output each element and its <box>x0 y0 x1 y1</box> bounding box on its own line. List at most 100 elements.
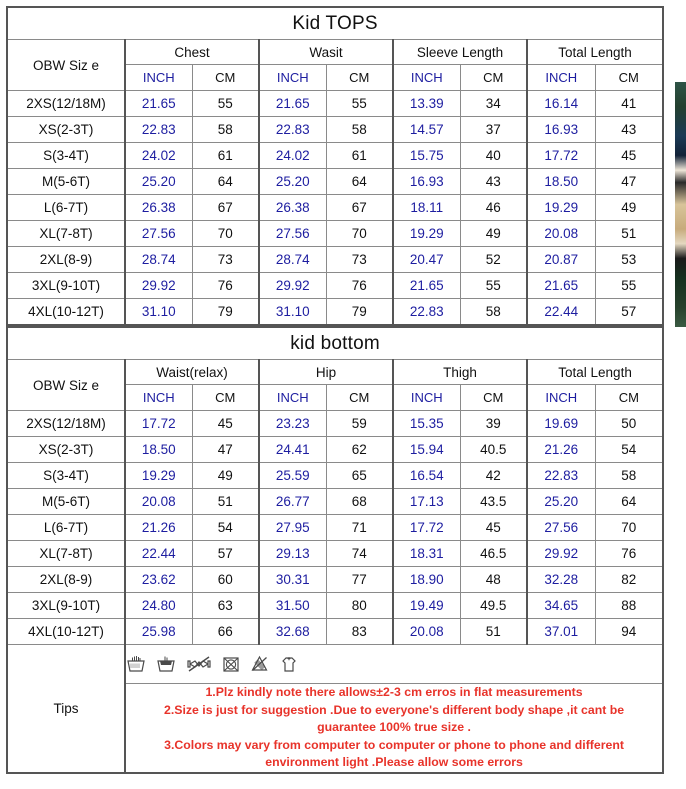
bottom-r3-hip-inch: 26.77 <box>258 488 327 515</box>
bottom-r0-total-cm: 50 <box>594 410 665 437</box>
table-row: XS(2-3T) 22.83 58 22.83 58 14.57 37 16.9… <box>6 116 665 143</box>
bottom-r6-waist-inch: 23.62 <box>124 566 193 593</box>
tops-r7-sleeve-inch: 21.65 <box>392 272 461 299</box>
tops-r3-waist-inch: 25.20 <box>258 168 327 195</box>
table-row: 4XL(10-12T) 25.98 66 32.68 83 20.08 51 3… <box>6 618 665 645</box>
bottom-group-waist-relax: Waist(relax) <box>124 359 260 385</box>
bottom-size-2: S(3-4T) <box>6 462 126 489</box>
tops-r2-sleeve-cm: 40 <box>459 142 528 169</box>
tops-r5-sleeve-cm: 49 <box>459 220 528 247</box>
bottom-r4-total-cm: 70 <box>594 514 665 541</box>
bottom-r1-total-inch: 21.26 <box>526 436 596 463</box>
bottom-r0-hip-inch: 23.23 <box>258 410 327 437</box>
bottom-r2-total-cm: 58 <box>594 462 665 489</box>
tops-r6-waist-inch: 28.74 <box>258 246 327 273</box>
tops-r4-sleeve-inch: 18.11 <box>392 194 461 221</box>
bottom-r8-total-inch: 37.01 <box>526 618 596 645</box>
tips-line-3: guarantee 100% true size . <box>317 720 471 734</box>
tops-r0-sleeve-inch: 13.39 <box>392 90 461 117</box>
bottom-r8-total-cm: 94 <box>594 618 665 645</box>
bottom-r7-thigh-cm: 49.5 <box>459 592 528 619</box>
bottom-size-5: XL(7-8T) <box>6 540 126 567</box>
bottom-r5-total-inch: 29.92 <box>526 540 596 567</box>
tops-r8-sleeve-inch: 22.83 <box>392 298 461 326</box>
tops-r2-chest-cm: 61 <box>191 142 260 169</box>
bottom-group-total-length: Total Length <box>525 359 665 385</box>
bottom-size-7: 3XL(9-10T) <box>6 592 126 619</box>
tops-r1-waist-cm: 58 <box>325 116 394 143</box>
bottom-r8-waist-cm: 66 <box>191 618 260 645</box>
tops-r7-chest-inch: 29.92 <box>124 272 193 299</box>
tops-r8-waist-inch: 31.10 <box>258 298 327 326</box>
bottom-r5-hip-cm: 74 <box>325 540 394 567</box>
bottom-r5-thigh-inch: 18.31 <box>392 540 461 567</box>
table-row: S(3-4T) 19.29 49 25.59 65 16.54 42 22.83… <box>6 462 665 489</box>
machine-wash-icon <box>157 656 175 672</box>
care-symbols-row: Tips <box>6 644 665 774</box>
bottom-r3-thigh-inch: 17.13 <box>392 488 461 515</box>
bottom-unit-cm-thigh: CM <box>459 384 528 411</box>
bottom-r6-total-inch: 32.28 <box>526 566 596 593</box>
tops-unit-cm-chest: CM <box>191 64 260 91</box>
bottom-r3-hip-cm: 68 <box>325 488 394 515</box>
bottom-stub-header: OBW Siz e <box>6 359 126 411</box>
tops-group-sleeve-length: Sleeve Length <box>392 39 528 65</box>
tops-unit-inch-waist: INCH <box>258 64 327 91</box>
tops-r7-chest-cm: 76 <box>191 272 260 299</box>
tops-r4-waist-cm: 67 <box>325 194 394 221</box>
bottom-group-thigh: Thigh <box>392 359 528 385</box>
bottom-r0-thigh-cm: 39 <box>459 410 528 437</box>
tops-r6-sleeve-cm: 52 <box>459 246 528 273</box>
bottom-r8-thigh-cm: 51 <box>459 618 528 645</box>
tops-r1-chest-cm: 58 <box>191 116 260 143</box>
bottom-r4-hip-inch: 27.95 <box>258 514 327 541</box>
bottom-r4-hip-cm: 71 <box>325 514 394 541</box>
tops-unit-cm-sleeve: CM <box>459 64 528 91</box>
bottom-r1-thigh-cm: 40.5 <box>459 436 528 463</box>
bottom-r0-thigh-inch: 15.35 <box>392 410 461 437</box>
tops-r8-sleeve-cm: 58 <box>459 298 528 326</box>
tops-unit-inch-chest: INCH <box>124 64 193 91</box>
bottom-r4-thigh-inch: 17.72 <box>392 514 461 541</box>
tops-group-chest: Chest <box>124 39 260 65</box>
table-row: 2XS(12/18M) 21.65 55 21.65 55 13.39 34 1… <box>6 90 665 117</box>
bottom-r5-thigh-cm: 46.5 <box>459 540 528 567</box>
do-not-tumble-dry-icon <box>223 657 239 672</box>
tops-r8-chest-inch: 31.10 <box>124 298 193 326</box>
bottom-r4-thigh-cm: 45 <box>459 514 528 541</box>
bottom-r7-thigh-inch: 19.49 <box>392 592 461 619</box>
tops-size-3: M(5-6T) <box>6 168 126 195</box>
tops-r6-total-inch: 20.87 <box>526 246 596 273</box>
tops-r5-chest-cm: 70 <box>191 220 260 247</box>
tips-text-cell: 1.Plz kindly note there allows±2-3 cm er… <box>124 683 665 774</box>
bottom-r1-waist-cm: 47 <box>191 436 260 463</box>
hand-wash-icon <box>127 656 145 672</box>
bottom-r7-total-cm: 88 <box>594 592 665 619</box>
tops-r0-chest-cm: 55 <box>191 90 260 117</box>
tops-r2-total-inch: 17.72 <box>526 142 596 169</box>
tops-r3-chest-inch: 25.20 <box>124 168 193 195</box>
tops-size-5: XL(7-8T) <box>6 220 126 247</box>
tips-line-5: environment light .Please allow some err… <box>265 755 523 769</box>
tops-r2-chest-inch: 24.02 <box>124 142 193 169</box>
bottom-r8-hip-inch: 32.68 <box>258 618 327 645</box>
bottom-r6-hip-inch: 30.31 <box>258 566 327 593</box>
tops-r3-sleeve-cm: 43 <box>459 168 528 195</box>
bottom-size-6: 2XL(8-9) <box>6 566 126 593</box>
tops-r4-chest-cm: 67 <box>191 194 260 221</box>
do-not-wring-icon <box>187 656 211 672</box>
tops-group-total-length: Total Length <box>525 39 665 65</box>
tops-r5-sleeve-inch: 19.29 <box>392 220 461 247</box>
tops-r8-waist-cm: 79 <box>325 298 394 326</box>
bottom-r8-thigh-inch: 20.08 <box>392 618 461 645</box>
tops-r7-total-inch: 21.65 <box>526 272 596 299</box>
bottom-r8-waist-inch: 25.98 <box>124 618 193 645</box>
tops-r6-total-cm: 53 <box>594 246 665 273</box>
table-row: XL(7-8T) 27.56 70 27.56 70 19.29 49 20.0… <box>6 220 665 247</box>
bottom-r0-waist-inch: 17.72 <box>124 410 193 437</box>
bottom-r2-thigh-inch: 16.54 <box>392 462 461 489</box>
tops-r5-waist-cm: 70 <box>325 220 394 247</box>
tops-size-6: 2XL(8-9) <box>6 246 126 273</box>
bottom-r7-waist-cm: 63 <box>191 592 260 619</box>
table-row: XL(7-8T) 22.44 57 29.13 74 18.31 46.5 29… <box>6 540 665 567</box>
